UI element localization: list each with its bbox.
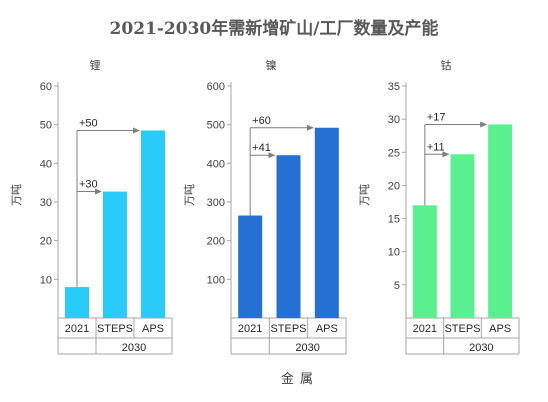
annotation-label: +11 [427, 141, 445, 153]
x-tick-label: APS [142, 323, 164, 335]
bar [65, 287, 89, 318]
bar [488, 124, 513, 319]
y-axis-label: 万吨 [358, 184, 371, 206]
bar [141, 130, 165, 318]
panel-subtitle: 镍 [266, 58, 277, 72]
annotation-label: +41 [252, 142, 271, 154]
x-tick-label: APS [489, 323, 511, 335]
y-axis-label: 万吨 [10, 184, 23, 206]
annotation-label: +30 [79, 179, 98, 191]
x-tick-label: 2021 [413, 323, 437, 335]
y-tick-label: 10 [388, 247, 400, 259]
bar [450, 154, 475, 318]
chart-title: 2021-2030年需新增矿山/工厂数量及产能 [110, 18, 439, 39]
chart-panel-2: 钴万吨 5 10 15 20 25 30 35 2021 STEPS APS 2030 +11 +17 [358, 58, 520, 355]
y-tick-label: 30 [40, 197, 52, 209]
y-tick-label: 35 [388, 81, 400, 93]
y-tick-label: 15 [388, 214, 400, 226]
panel-subtitle: 钴 [441, 58, 452, 72]
x-tick-label: STEPS [270, 323, 306, 335]
y-tick-label: 300 [207, 197, 225, 209]
group-label: 2030 [122, 342, 146, 354]
x-tick-label: STEPS [444, 323, 480, 335]
y-tick-label: 5 [394, 280, 400, 292]
bar [314, 127, 339, 318]
group-label: 2030 [469, 342, 493, 354]
y-tick-label: 10 [40, 274, 52, 286]
y-tick-label: 20 [388, 180, 400, 192]
x-tick-label: APS [316, 323, 338, 335]
annotation-label: +50 [79, 117, 98, 129]
y-axis-label: 万吨 [183, 184, 196, 206]
y-tick-label: 100 [207, 274, 225, 286]
y-tick-label: 400 [207, 158, 225, 170]
y-tick-label: 600 [207, 81, 225, 93]
x-tick-label: 2021 [238, 323, 262, 335]
chart-panel-1: 镍万吨 100 200 300 400 500 600 2021 STEPS APS 2030 +41… [183, 58, 347, 355]
group-label: 2030 [295, 342, 319, 354]
bar [412, 205, 437, 318]
annotation-label: +60 [252, 115, 271, 127]
x-tick-label: 2021 [65, 323, 89, 335]
x-tick-label: STEPS [97, 323, 133, 335]
bar [238, 215, 263, 318]
y-tick-label: 25 [388, 147, 400, 159]
y-tick-label: 20 [40, 236, 52, 248]
y-tick-label: 500 [207, 120, 225, 132]
y-tick-label: 60 [40, 81, 52, 93]
x-axis-label: 金属 [281, 371, 319, 387]
bar [276, 155, 301, 318]
bar [103, 191, 127, 318]
y-tick-label: 50 [40, 120, 52, 132]
y-tick-label: 30 [388, 114, 400, 126]
y-tick-label: 200 [207, 236, 225, 248]
panel-subtitle: 锂 [90, 58, 101, 72]
y-tick-label: 40 [40, 158, 52, 170]
annotation-label: +17 [427, 111, 446, 123]
